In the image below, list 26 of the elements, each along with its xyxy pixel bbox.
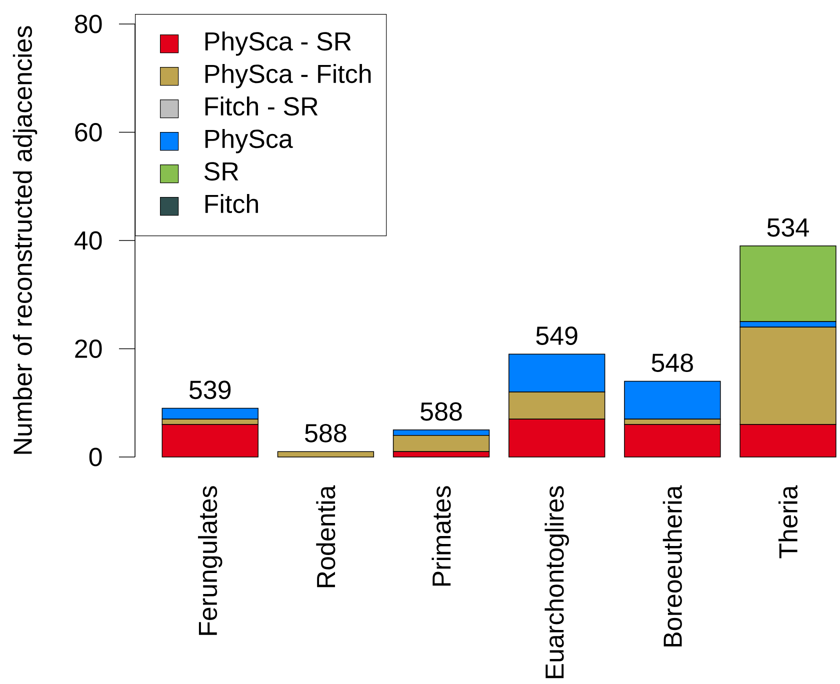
annotation: 548: [652, 354, 693, 372]
y-tick-label: 0: [89, 448, 102, 466]
legend-label: PhySca - SR: [205, 32, 351, 56]
x-tick-label: Euarchontoglires: [544, 486, 569, 678]
y-tick-label: 80: [75, 14, 102, 34]
x-tick-label: Primates: [432, 486, 451, 586]
bar: [277, 451, 374, 458]
legend-label: Fitch - SR: [205, 96, 318, 116]
x-tick-label: Ferungulates: [198, 486, 222, 635]
legend-label: Fitch: [205, 194, 258, 214]
annotation: 588: [305, 424, 346, 442]
y-axis-title: Number of reconstructed adjacencies: [12, 26, 38, 454]
bar: [740, 246, 836, 322]
annotation: 539: [189, 380, 231, 400]
legend-label: SR: [204, 162, 238, 181]
annotation: 588: [420, 402, 462, 421]
y-tick-label: 20: [75, 340, 102, 358]
x-tick-label: Theria: [778, 485, 798, 558]
x-tick-label: Boreoeutheria: [662, 485, 682, 646]
y-tick-label: 60: [75, 123, 102, 142]
legend-label: PhySca: [205, 129, 293, 154]
y-tick-label: 40: [74, 231, 102, 250]
annotation: 534: [767, 218, 809, 237]
annotation: 549: [536, 326, 578, 345]
legend-label: PhySca - Fitch: [205, 64, 371, 88]
x-tick-label: Rodentia: [316, 485, 336, 588]
